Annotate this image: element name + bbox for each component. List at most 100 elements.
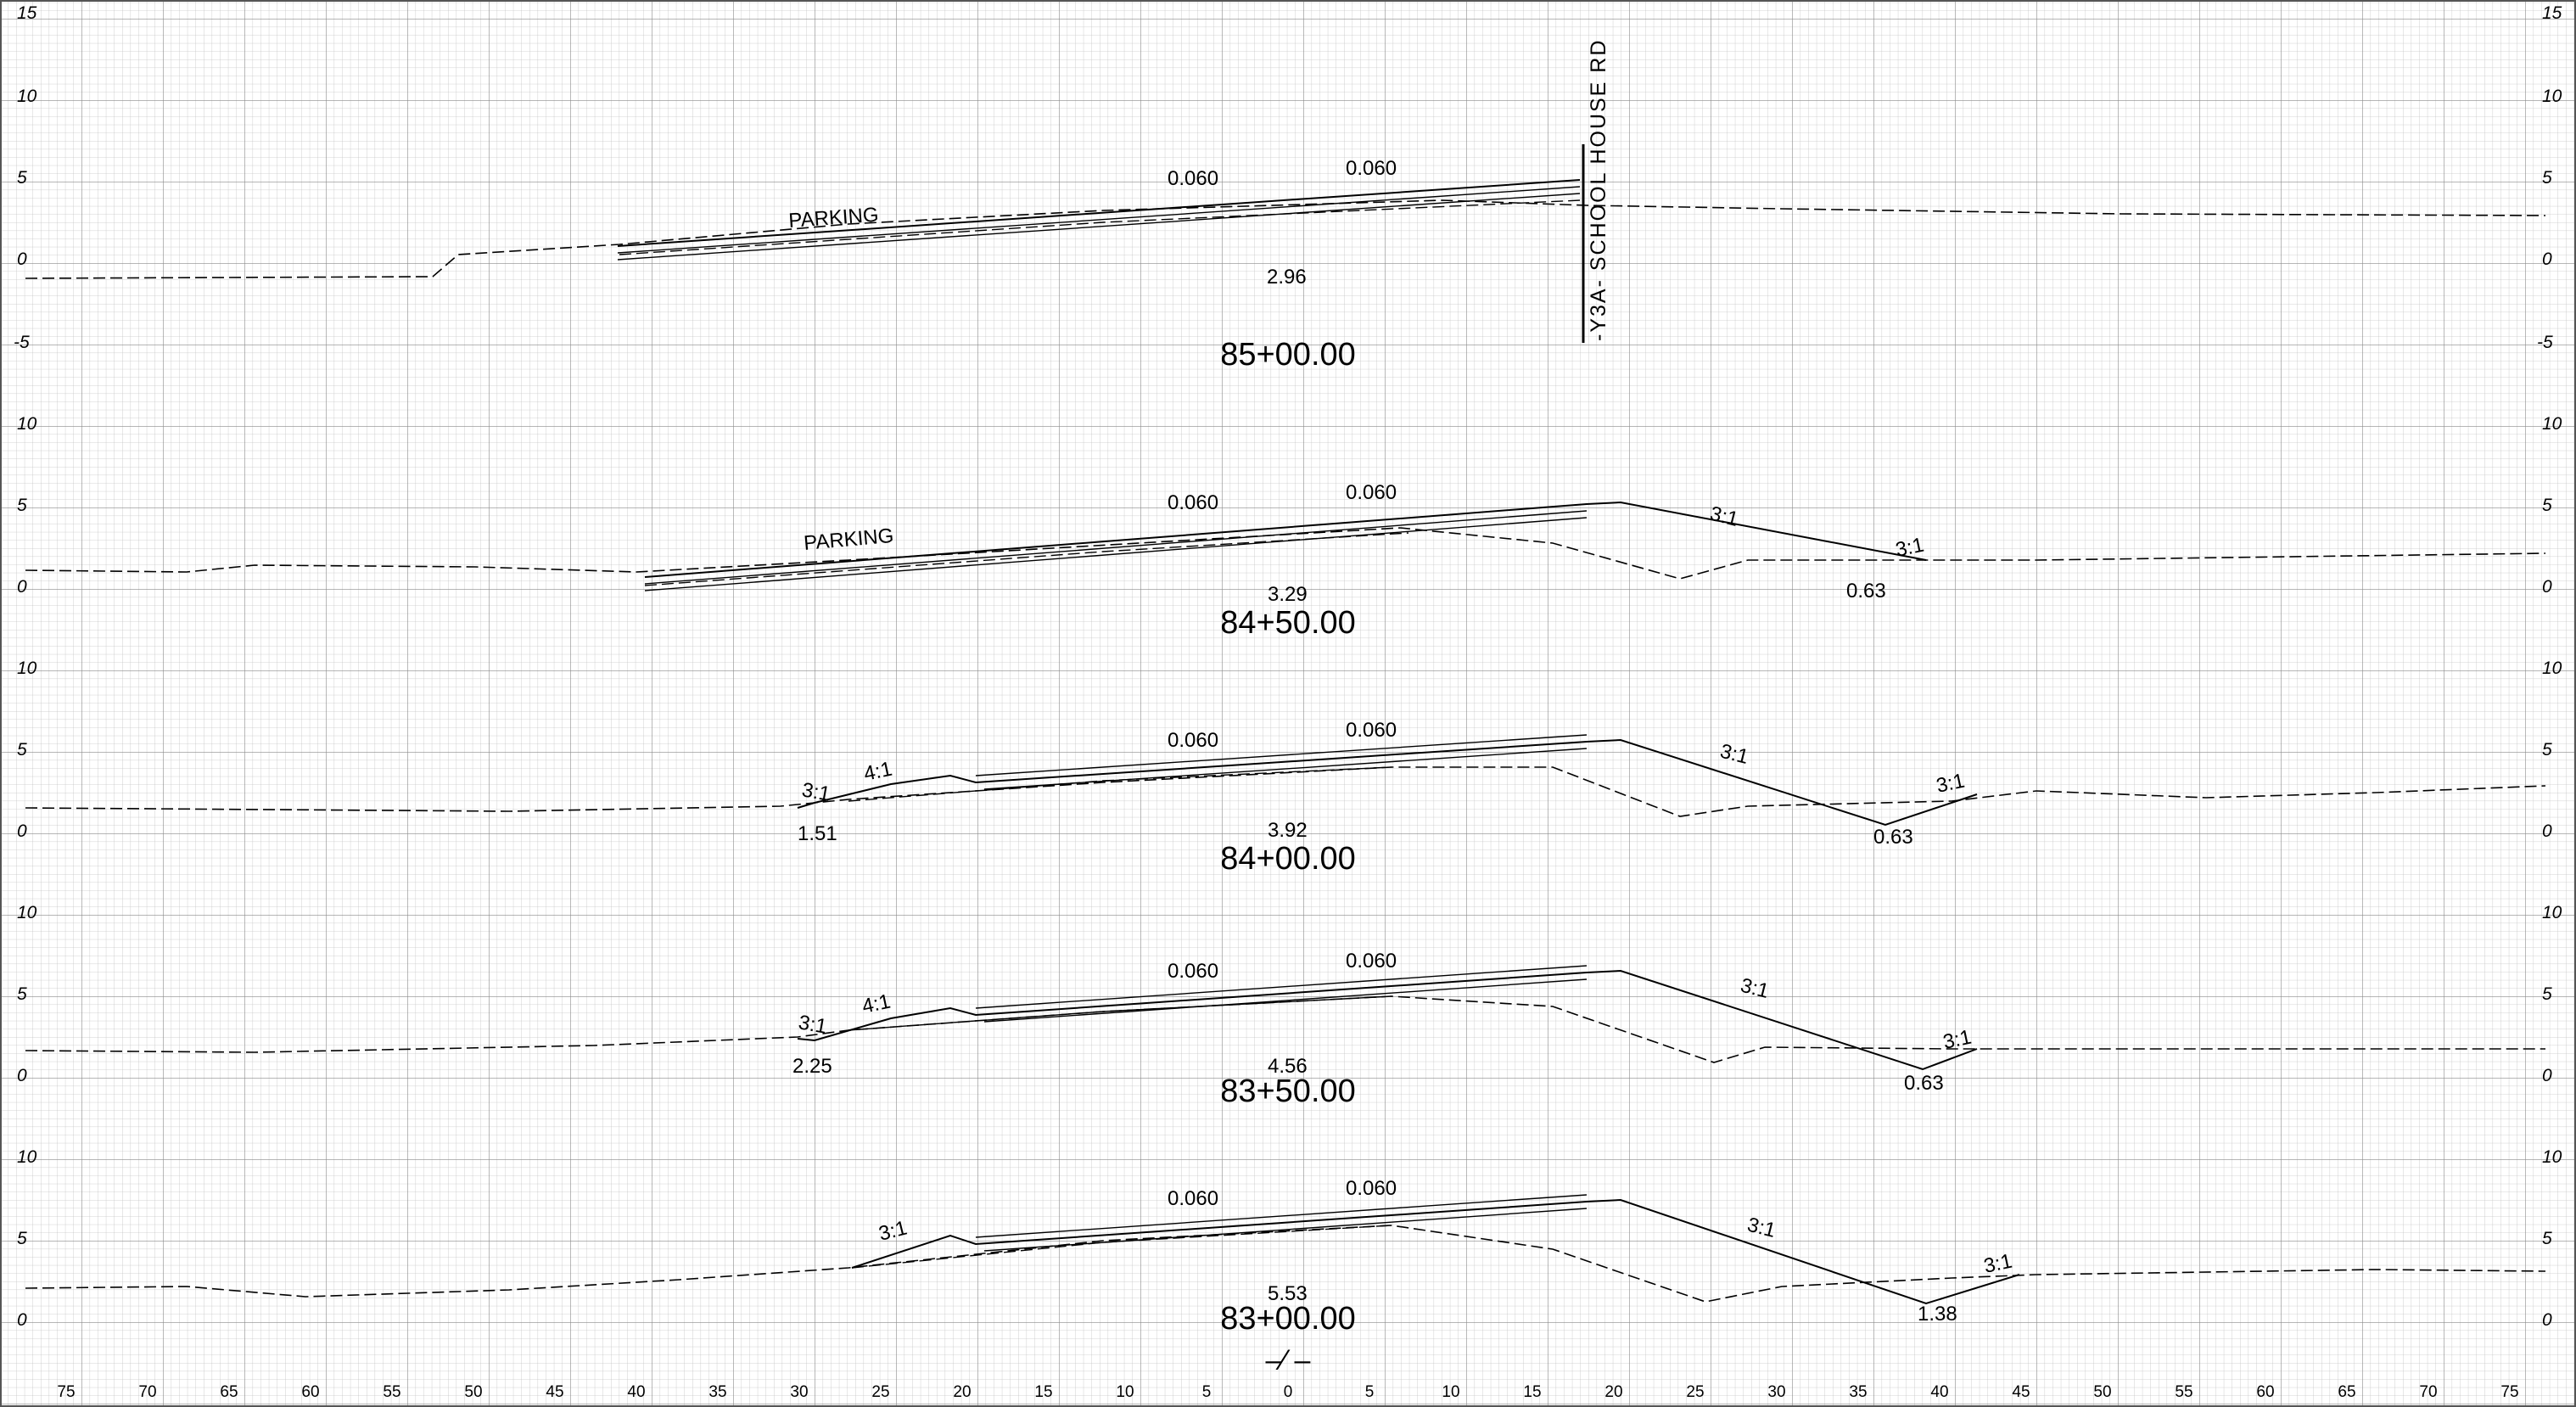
elev-label-right: 0: [2542, 1066, 2552, 1085]
grade-value: 5.53: [1268, 1282, 1308, 1305]
pavement-layer: [617, 193, 1581, 261]
offset-label: 35: [1849, 1383, 1867, 1401]
slope-label: 0.060: [1168, 167, 1218, 190]
offset-scale: 75 70 65 60 55 50 45 40 35 30 25 20 15 1…: [57, 1383, 2518, 1401]
slope-label: 0.060: [1346, 157, 1397, 180]
elev-label-left: 0: [17, 577, 27, 597]
subgrade-line: [848, 766, 1392, 802]
slope-label: 0.060: [1346, 1177, 1397, 1200]
station-label: 83+00.00: [1220, 1301, 1356, 1337]
existing-ground-line: [25, 766, 2546, 817]
pavement-layer: [644, 510, 1588, 585]
elev-label-left: 10: [17, 1147, 37, 1167]
offset-label: 10: [1442, 1383, 1459, 1401]
offset-label: 70: [138, 1383, 156, 1401]
station-label: 84+00.00: [1220, 841, 1356, 877]
offset-label: 40: [1930, 1383, 1948, 1401]
station-label: 85+00.00: [1220, 337, 1356, 373]
offset-label: 75: [57, 1383, 75, 1401]
pavement-layer: [975, 734, 1588, 776]
subgrade-line: [619, 199, 1581, 255]
depth-label: 1.51: [798, 822, 837, 845]
grade-value: 3.29: [1268, 583, 1308, 606]
subgrade-line: [851, 1225, 1392, 1269]
slope-label: 0.060: [1346, 719, 1397, 742]
offset-label: 15: [1523, 1383, 1541, 1401]
elev-label-right: 10: [2542, 659, 2562, 678]
elev-label-left: 10: [17, 87, 37, 106]
grade-value: 2.96: [1267, 266, 1307, 289]
elev-label-right: 10: [2542, 1147, 2562, 1167]
elevation-scale-left: 15 10 5 0 -5 10 5 0 10 5 0 10 5 0 10 5 0: [14, 3, 37, 1330]
offset-label: 60: [301, 1383, 319, 1401]
slope-label: 0.060: [1346, 481, 1397, 504]
offset-label: 60: [2256, 1383, 2274, 1401]
offset-label: 5: [1202, 1383, 1212, 1401]
pavement-layer: [983, 978, 1588, 1023]
elev-label-left: 0: [17, 1066, 27, 1085]
offset-label: 0: [1284, 1383, 1293, 1401]
slope-label: 0.060: [1346, 950, 1397, 973]
offset-label: 70: [2419, 1383, 2437, 1401]
cross-section: [25, 965, 2545, 1071]
offset-label: 45: [2012, 1383, 2030, 1401]
pavement-surface: [617, 179, 1581, 247]
offset-label: 35: [708, 1383, 726, 1401]
elev-label-right: 0: [2542, 821, 2552, 841]
elev-label-left: 5: [17, 496, 27, 515]
offset-label: 50: [2093, 1383, 2111, 1401]
elev-label-right: -5: [2537, 333, 2553, 352]
elev-label-right: 0: [2542, 249, 2552, 269]
elev-label-right: 5: [2542, 984, 2552, 1004]
offset-label: 55: [2175, 1383, 2192, 1401]
slope-ratio: 3:1: [800, 778, 832, 805]
offset-label: 25: [871, 1383, 889, 1401]
elev-label-left: 5: [17, 984, 27, 1004]
depth-label: 1.38: [1918, 1303, 1957, 1326]
elev-label-right: 0: [2542, 577, 2552, 597]
station-label: 84+50.00: [1220, 605, 1356, 641]
offset-label: 65: [220, 1383, 238, 1401]
elev-label-right: 5: [2542, 1229, 2552, 1248]
elev-label-left: 10: [17, 414, 37, 434]
cross-section: [25, 1194, 2546, 1305]
offset-label: 45: [546, 1383, 563, 1401]
pavement-layer: [975, 1194, 1588, 1238]
depth-label: 2.25: [792, 1055, 832, 1078]
offset-label: 30: [790, 1383, 808, 1401]
slope-label: 0.060: [1168, 491, 1218, 514]
offset-label: 5: [1365, 1383, 1375, 1401]
elev-label-right: 5: [2542, 168, 2552, 188]
offset-label: 75: [2500, 1383, 2518, 1401]
existing-ground-line: [25, 1225, 2546, 1303]
slope-label: 0.060: [1168, 729, 1218, 752]
station-label: 83+50.00: [1220, 1073, 1356, 1109]
offset-label: 15: [1034, 1383, 1052, 1401]
slope-ratio: 3:1: [797, 1011, 829, 1038]
elev-label-left: 15: [17, 3, 37, 23]
elev-label-left: 10: [17, 903, 37, 922]
pavement-surface: [797, 969, 1978, 1071]
offset-label: 65: [2338, 1383, 2355, 1401]
offset-label: 10: [1116, 1383, 1134, 1401]
elev-label-right: 0: [2542, 1310, 2552, 1330]
cross-section: [25, 501, 2546, 591]
elev-label-right: 10: [2542, 903, 2562, 922]
depth-label: 0.63: [1904, 1072, 1944, 1095]
elev-label-left: 10: [17, 659, 37, 678]
elev-label-left: 0: [17, 1310, 27, 1330]
elev-label-right: 10: [2542, 87, 2562, 106]
cross-section: [25, 734, 2546, 827]
cross-section: [25, 144, 2546, 343]
depth-label: 0.63: [1873, 826, 1913, 849]
depth-label: 0.63: [1846, 580, 1886, 603]
pavement-layer: [983, 748, 1588, 790]
elev-label-right: 5: [2542, 740, 2552, 760]
elev-label-left: 5: [17, 1229, 27, 1248]
subgrade-line: [644, 532, 1409, 586]
elev-label-right: 10: [2542, 414, 2562, 434]
elev-label-left: 0: [17, 249, 27, 269]
